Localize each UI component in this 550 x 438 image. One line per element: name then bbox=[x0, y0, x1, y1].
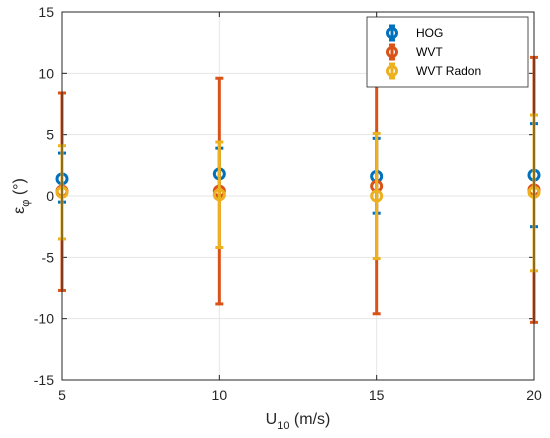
y-tick-label: -5 bbox=[42, 249, 55, 265]
x-tick-label: 20 bbox=[526, 387, 542, 403]
legend-marker bbox=[386, 46, 398, 58]
legend: HOG WVT WVT Radon bbox=[366, 16, 529, 88]
plot-frame bbox=[61, 11, 535, 381]
legend-label: WVT Radon bbox=[416, 64, 481, 78]
x-tick-labels: 5 10 15 20 bbox=[58, 387, 542, 403]
legend-label: WVT bbox=[416, 45, 443, 59]
x-tick-label: 15 bbox=[369, 387, 385, 403]
y-tick-label: 15 bbox=[38, 4, 54, 20]
y-axis-label: εφ (°) bbox=[11, 178, 32, 214]
legend-item: WVT bbox=[386, 43, 443, 61]
y-tick-label: 10 bbox=[38, 65, 54, 81]
legend-item: WVT Radon bbox=[386, 62, 481, 80]
legend-marker bbox=[386, 65, 398, 77]
y-tick-label: 5 bbox=[46, 127, 54, 143]
legend-marker bbox=[386, 27, 398, 39]
data-point bbox=[212, 188, 226, 202]
y-tick-label: -10 bbox=[34, 311, 54, 327]
data-point bbox=[370, 189, 384, 203]
y-tick-label: -15 bbox=[34, 372, 54, 388]
y-tick-labels: -15 -10 -5 0 5 10 15 bbox=[34, 4, 54, 388]
x-tick-label: 5 bbox=[58, 387, 66, 403]
y-tick-label: 0 bbox=[46, 188, 54, 204]
legend-item: HOG bbox=[386, 24, 443, 42]
x-tick-label: 10 bbox=[212, 387, 228, 403]
x-axis-label: U10 (m/s) bbox=[266, 411, 331, 432]
legend-label: HOG bbox=[416, 26, 443, 40]
